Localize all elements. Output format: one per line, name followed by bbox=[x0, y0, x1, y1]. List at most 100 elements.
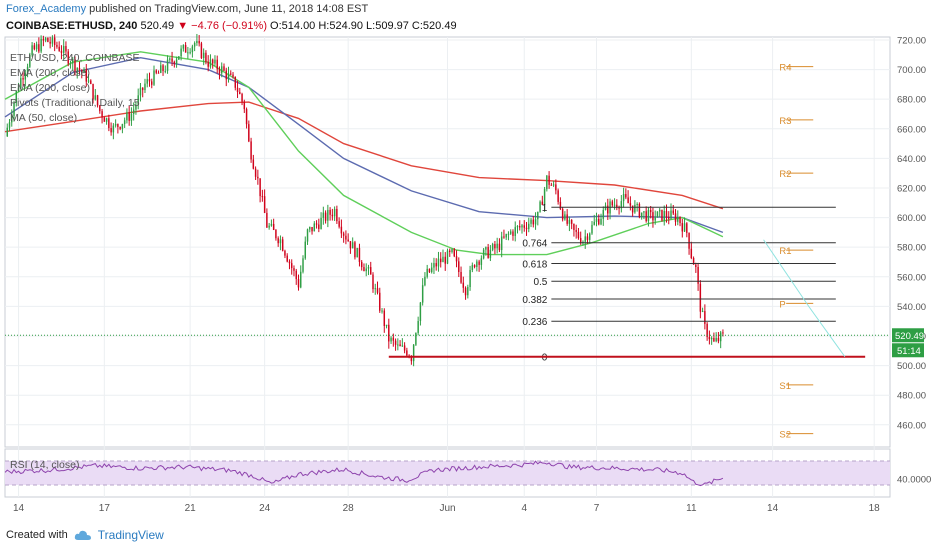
legend-pivots: Pivots (Traditional, Daily, 15 bbox=[10, 97, 140, 109]
candle-body bbox=[412, 344, 415, 362]
candle-body bbox=[713, 337, 715, 342]
time-tick-label: 28 bbox=[343, 503, 355, 514]
candle-body bbox=[354, 242, 356, 258]
candle-body bbox=[514, 227, 516, 236]
candle-body bbox=[428, 268, 431, 273]
candle-body bbox=[198, 40, 200, 44]
candle-body bbox=[509, 231, 512, 234]
candle-body bbox=[293, 268, 295, 271]
candle-body bbox=[570, 219, 573, 224]
candle-body bbox=[358, 247, 361, 262]
pivot-label: R3 bbox=[779, 116, 791, 127]
candle-body bbox=[365, 268, 367, 272]
pivot-label: S2 bbox=[779, 430, 791, 441]
candle-body bbox=[243, 101, 246, 110]
candle-body bbox=[722, 332, 724, 334]
candle-body bbox=[309, 226, 311, 230]
candle-body bbox=[284, 250, 286, 256]
ema-200-blue-line bbox=[4, 56, 724, 234]
candle-body bbox=[636, 204, 638, 206]
pivot-label: R2 bbox=[779, 169, 791, 180]
candle-body bbox=[123, 120, 126, 124]
candle-body bbox=[11, 115, 13, 123]
candle-body bbox=[546, 175, 548, 190]
price-tick-label: 460.00 bbox=[897, 420, 926, 431]
candle-body bbox=[173, 61, 176, 64]
candle-body bbox=[221, 66, 223, 74]
candle-body bbox=[320, 217, 322, 229]
candle-body bbox=[252, 159, 255, 169]
candle-body bbox=[663, 211, 665, 221]
candle-body bbox=[96, 95, 99, 106]
candle-body bbox=[464, 287, 467, 296]
candle-body bbox=[164, 70, 167, 72]
candle-body bbox=[645, 211, 647, 222]
candle-body bbox=[175, 59, 178, 64]
symbol-line: COINBASE:ETHUSD, 240 520.49 ▼ −4.76 (−0.… bbox=[6, 20, 457, 32]
candle-body bbox=[568, 219, 571, 224]
candle-body bbox=[424, 276, 426, 286]
candle-body bbox=[704, 311, 706, 324]
candle-body bbox=[329, 209, 331, 215]
symbol-name: COINBASE:ETHUSD, 240 bbox=[6, 20, 138, 32]
candle-body bbox=[288, 261, 291, 264]
candle-body bbox=[692, 257, 695, 265]
candle-body bbox=[647, 209, 650, 222]
price-tick-label: 680.00 bbox=[897, 95, 926, 106]
candle-body bbox=[270, 223, 273, 226]
price-chart[interactable]: 720.00 700.00 680.00 660.00 640.00 620.00 600.… bbox=[0, 0, 932, 520]
author-link[interactable]: Forex_Academy bbox=[6, 3, 87, 15]
candle-body bbox=[446, 250, 449, 264]
candle-body bbox=[47, 37, 49, 42]
candle-body bbox=[467, 287, 469, 296]
last-price: 520.49 bbox=[140, 20, 175, 32]
candle-body bbox=[701, 311, 704, 313]
candle-body bbox=[266, 212, 268, 228]
candle-body bbox=[223, 66, 225, 71]
candle-body bbox=[230, 73, 232, 75]
time-tick-label: 24 bbox=[259, 503, 271, 514]
candle-body bbox=[318, 224, 320, 229]
candle-body bbox=[184, 44, 187, 53]
candle-body bbox=[665, 211, 668, 218]
candle-body bbox=[550, 184, 553, 186]
fib-level-label: 1 bbox=[542, 203, 548, 214]
price-tick-label: 600.00 bbox=[897, 213, 926, 224]
candle-body bbox=[20, 78, 22, 88]
candle-body bbox=[187, 52, 189, 54]
candle-body bbox=[153, 70, 155, 85]
candle-body bbox=[604, 205, 607, 210]
candle-body bbox=[76, 67, 78, 72]
candle-body bbox=[672, 210, 674, 214]
candle-body bbox=[537, 211, 539, 220]
candle-body bbox=[58, 46, 60, 51]
candle-body bbox=[114, 124, 117, 126]
candle-body bbox=[593, 221, 595, 225]
legend-rsi: RSI (14, close) bbox=[10, 459, 80, 471]
candle-body bbox=[388, 324, 390, 342]
candle-body bbox=[90, 80, 92, 84]
time-tick-label: 14 bbox=[13, 503, 25, 514]
candle-body bbox=[435, 263, 437, 267]
candle-body bbox=[42, 38, 45, 41]
tradingview-brand[interactable]: TradingView bbox=[97, 528, 164, 542]
candle-body bbox=[121, 123, 124, 129]
candle-body bbox=[426, 268, 428, 277]
candle-body bbox=[139, 87, 142, 96]
candle-body bbox=[13, 102, 15, 116]
fib-level-label: 0.236 bbox=[522, 317, 547, 328]
candle-body bbox=[360, 261, 363, 268]
pivot-label: R4 bbox=[779, 63, 791, 74]
candle-body bbox=[485, 247, 487, 250]
candle-body bbox=[622, 194, 625, 202]
candle-body bbox=[500, 236, 503, 251]
candle-body bbox=[338, 221, 340, 227]
candle-body bbox=[241, 93, 243, 102]
rsi-band bbox=[5, 461, 890, 485]
candle-body bbox=[598, 218, 600, 225]
candle-body bbox=[631, 205, 634, 213]
candle-body bbox=[523, 225, 525, 228]
candle-body bbox=[697, 267, 699, 284]
time-tick-label: 21 bbox=[185, 503, 197, 514]
candle-body bbox=[613, 204, 616, 206]
